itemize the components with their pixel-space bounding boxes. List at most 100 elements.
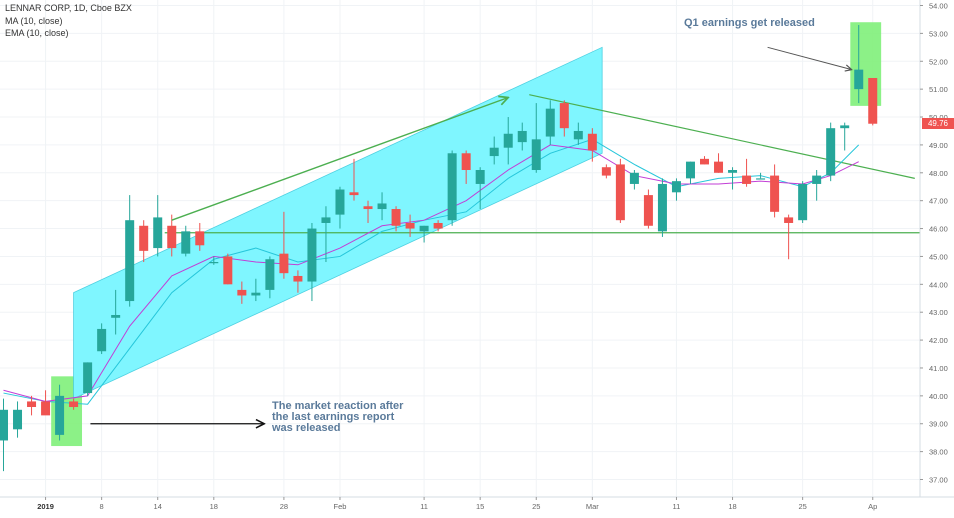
candle-body — [742, 175, 752, 184]
price-tick-label: 47.00 — [929, 197, 948, 206]
candle-down — [405, 214, 415, 237]
candle-body — [545, 108, 555, 137]
candle-up — [728, 167, 738, 190]
candle-down — [69, 398, 79, 410]
candle-body — [826, 128, 836, 176]
candle-up — [854, 25, 864, 104]
candle-down — [714, 153, 724, 173]
price-axis: 37.00 38.00 39.00 40.00 41.00 42.00 43.00 44.00… — [919, 0, 948, 497]
candle-up — [545, 100, 555, 145]
candle-down — [363, 200, 373, 223]
price-tick-label: 53.00 — [929, 29, 948, 38]
candle-down — [615, 158, 625, 223]
trend-arrow — [171, 98, 508, 221]
candle-body — [69, 401, 79, 408]
candle-up — [0, 398, 8, 472]
candle-body — [419, 225, 429, 232]
candle-body — [251, 292, 261, 296]
price-tick-label: 45.00 — [929, 252, 948, 261]
candle-body — [265, 259, 275, 290]
candle-up — [657, 178, 667, 237]
time-tick-label: 28 — [280, 502, 288, 511]
candle-down — [559, 100, 569, 137]
candle-body — [125, 220, 135, 302]
candle-down — [41, 390, 51, 416]
time-tick-label: Mar — [586, 502, 599, 511]
candle-body — [349, 192, 359, 196]
indicator-layer — [3, 138, 860, 405]
candle-up — [517, 122, 527, 151]
ema-legend: EMA (10, close) — [5, 28, 69, 38]
candle-down — [868, 77, 878, 126]
candle-up — [840, 122, 850, 151]
candle-up — [377, 192, 387, 221]
candle-body — [377, 203, 387, 210]
candle-up — [531, 103, 541, 173]
candle-body — [503, 133, 513, 148]
candle-down — [195, 222, 205, 251]
ma-legend: MA (10, close) — [5, 16, 63, 26]
time-tick-label: 25 — [798, 502, 806, 511]
candle-down — [167, 214, 177, 257]
candle-body — [307, 228, 317, 282]
time-tick-label: 11 — [420, 502, 428, 511]
time-tick-label: 15 — [476, 502, 484, 511]
annotation-text: was released — [271, 422, 341, 434]
candle-body — [195, 231, 205, 246]
candle-body — [840, 125, 850, 129]
candle-up — [321, 206, 331, 263]
candle-up — [798, 181, 808, 223]
candle-down — [601, 164, 611, 179]
candle-body — [475, 170, 485, 184]
candle-up — [826, 122, 836, 182]
candle-up — [671, 178, 681, 201]
candle-body — [700, 158, 709, 165]
candle-up — [489, 136, 499, 165]
candle-body — [139, 225, 149, 251]
candle-body — [41, 401, 51, 416]
candle-body — [181, 231, 191, 254]
annotation-text: the last earnings report — [272, 411, 395, 423]
candle-body — [97, 328, 107, 352]
time-axis: 2019 8 14 18 28 Feb 11 15 25 Mar 11 18 25 Ap — [0, 496, 954, 511]
time-tick-label: 8 — [100, 502, 104, 511]
candle-up — [419, 225, 429, 243]
candle-body — [784, 217, 794, 223]
price-tick-label: 52.00 — [929, 57, 948, 66]
price-tick-label: 49.00 — [929, 141, 948, 150]
candle-body — [279, 253, 289, 274]
candle-up — [83, 362, 93, 396]
chart-title: LENNAR CORP, 1D, Cboe BZX — [5, 3, 132, 13]
candle-down — [587, 128, 597, 162]
candle-body — [335, 189, 345, 215]
candle-body — [657, 183, 667, 232]
candle-body — [728, 170, 738, 173]
candle-body — [798, 183, 808, 221]
candle-up — [447, 150, 457, 226]
price-tick-label: 48.00 — [929, 169, 948, 178]
candle-down — [293, 270, 303, 293]
candle-down — [433, 220, 443, 232]
candle-body — [13, 409, 23, 430]
candle-body — [363, 206, 373, 210]
price-tick-label: 46.00 — [929, 225, 948, 234]
time-tick-label: Feb — [334, 502, 347, 511]
candle-layer — [0, 25, 878, 472]
candle-up — [125, 195, 135, 307]
candle-up — [475, 167, 485, 210]
candle-body — [756, 178, 766, 180]
candle-body — [770, 175, 780, 212]
candle-body — [601, 167, 611, 176]
candle-up — [335, 186, 345, 229]
candle-down — [784, 214, 794, 260]
price-tick-label: 38.00 — [929, 448, 948, 457]
price-tick-label: 39.00 — [929, 420, 948, 429]
candle-up — [503, 117, 513, 165]
candle-down — [770, 164, 780, 218]
candle-up — [55, 384, 65, 441]
price-tick-label: 44.00 — [929, 280, 948, 289]
ascending-channel — [73, 46, 603, 400]
candle-body — [615, 164, 625, 221]
